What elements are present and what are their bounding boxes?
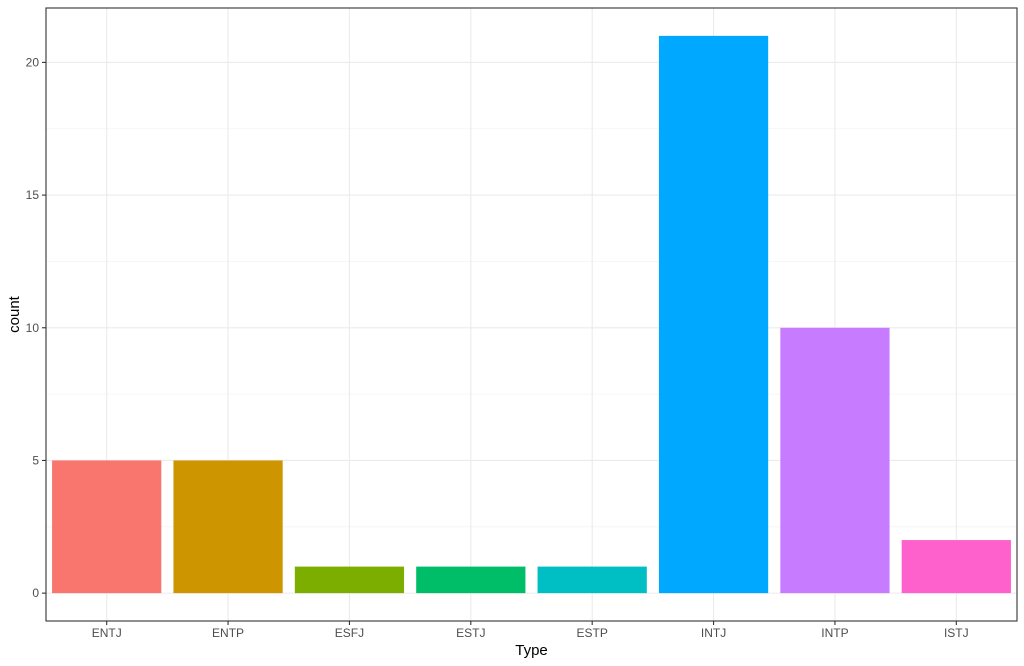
y-tick-label: 10 <box>26 321 40 335</box>
bar-entj <box>52 460 162 594</box>
bar-estp <box>537 566 647 594</box>
x-axis-title: Type <box>515 642 548 659</box>
bar-intj <box>658 35 769 594</box>
bar-istj <box>901 540 1011 594</box>
x-tick-label: ESTP <box>577 626 608 640</box>
y-tick-label: 0 <box>32 586 39 600</box>
y-tick-label: 15 <box>26 188 40 202</box>
y-tick-label: 20 <box>26 55 40 69</box>
x-tick-label: INTJ <box>701 626 726 640</box>
y-axis-title: count <box>6 295 23 333</box>
bars <box>52 35 1011 594</box>
bar-esfj <box>294 566 405 594</box>
bar-estj <box>416 566 526 594</box>
bar-intp <box>780 327 890 594</box>
bar-entp <box>173 460 283 594</box>
plot-panel-border <box>45 7 1018 622</box>
x-tick-label: ENTJ <box>92 626 122 640</box>
x-tick-label: ENTP <box>212 626 244 640</box>
x-tick-label: ESFJ <box>335 626 364 640</box>
x-tick-label: INTP <box>821 626 848 640</box>
y-tick-label: 5 <box>32 453 39 467</box>
axes: 0 5 10 15 20 ENTJ ENTP ESFJ ESTJ ESTP INTJ INTP ISTJ <box>26 7 1018 640</box>
x-tick-label: ESTJ <box>456 626 485 640</box>
x-tick-label: ISTJ <box>944 626 969 640</box>
